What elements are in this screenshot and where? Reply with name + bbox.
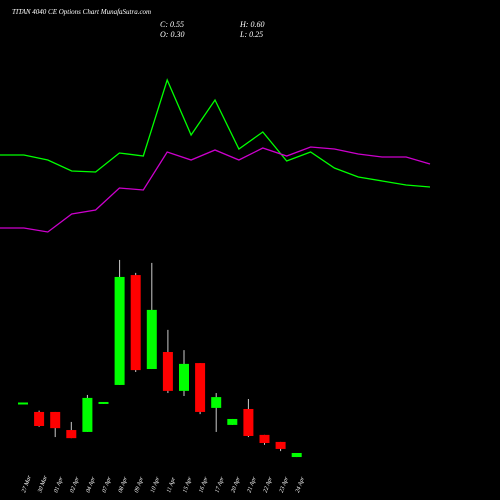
line-series [0, 146, 431, 233]
x-tick-label: 15 Apr [182, 476, 193, 494]
line-series [0, 78, 431, 188]
x-tick-label: 08 Apr [118, 476, 129, 494]
open-label: O: 0.30 [160, 30, 184, 39]
x-tick-label: 21 Apr [247, 476, 258, 494]
x-tick-label: 22 Apr [263, 476, 274, 494]
x-tick-label: 07 Apr [102, 476, 113, 494]
candle-body [227, 418, 238, 425]
candle-body [98, 401, 109, 404]
x-tick-label: 24 Apr [294, 475, 306, 493]
close-label: C: 0.55 [160, 20, 184, 29]
candle-body [291, 452, 302, 458]
candle-body [243, 408, 254, 436]
x-tick-label: 11 Apr [166, 476, 177, 494]
candle-body [50, 411, 61, 429]
candle-body [211, 397, 222, 408]
candle-body [18, 402, 28, 405]
candle-body [146, 309, 157, 370]
x-tick-label: 30 Mar [37, 474, 49, 494]
x-tick-label: 16 Apr [198, 476, 209, 494]
high-label: H: 0.60 [239, 20, 264, 29]
x-tick-label: 27 Mar [21, 474, 33, 493]
candle-body [34, 411, 45, 426]
chart-title: TITAN 4040 CE Options Chart MunafaSutra.… [12, 8, 151, 16]
x-tick-label: 20 Apr [231, 476, 242, 494]
x-tick-label: 02 Apr [70, 476, 81, 494]
x-tick-label: 23 Apr [279, 476, 290, 494]
x-tick-label: 17 Apr [214, 476, 225, 494]
x-tick-label: 10 Apr [150, 476, 161, 494]
x-tick-label: 04 Apr [85, 475, 97, 493]
candle-body [130, 275, 141, 371]
candle-body [259, 434, 270, 443]
candle-body [114, 276, 125, 385]
candle-body [66, 430, 77, 439]
low-label: L: 0.25 [239, 30, 263, 39]
candle-body [275, 441, 286, 449]
candle-body [162, 352, 173, 391]
x-tick-label: 01 Apr [53, 476, 64, 494]
x-tick-label: 09 Apr [134, 476, 145, 494]
candle-body [195, 363, 206, 412]
candle-body [179, 363, 189, 391]
candle-body [82, 397, 93, 432]
